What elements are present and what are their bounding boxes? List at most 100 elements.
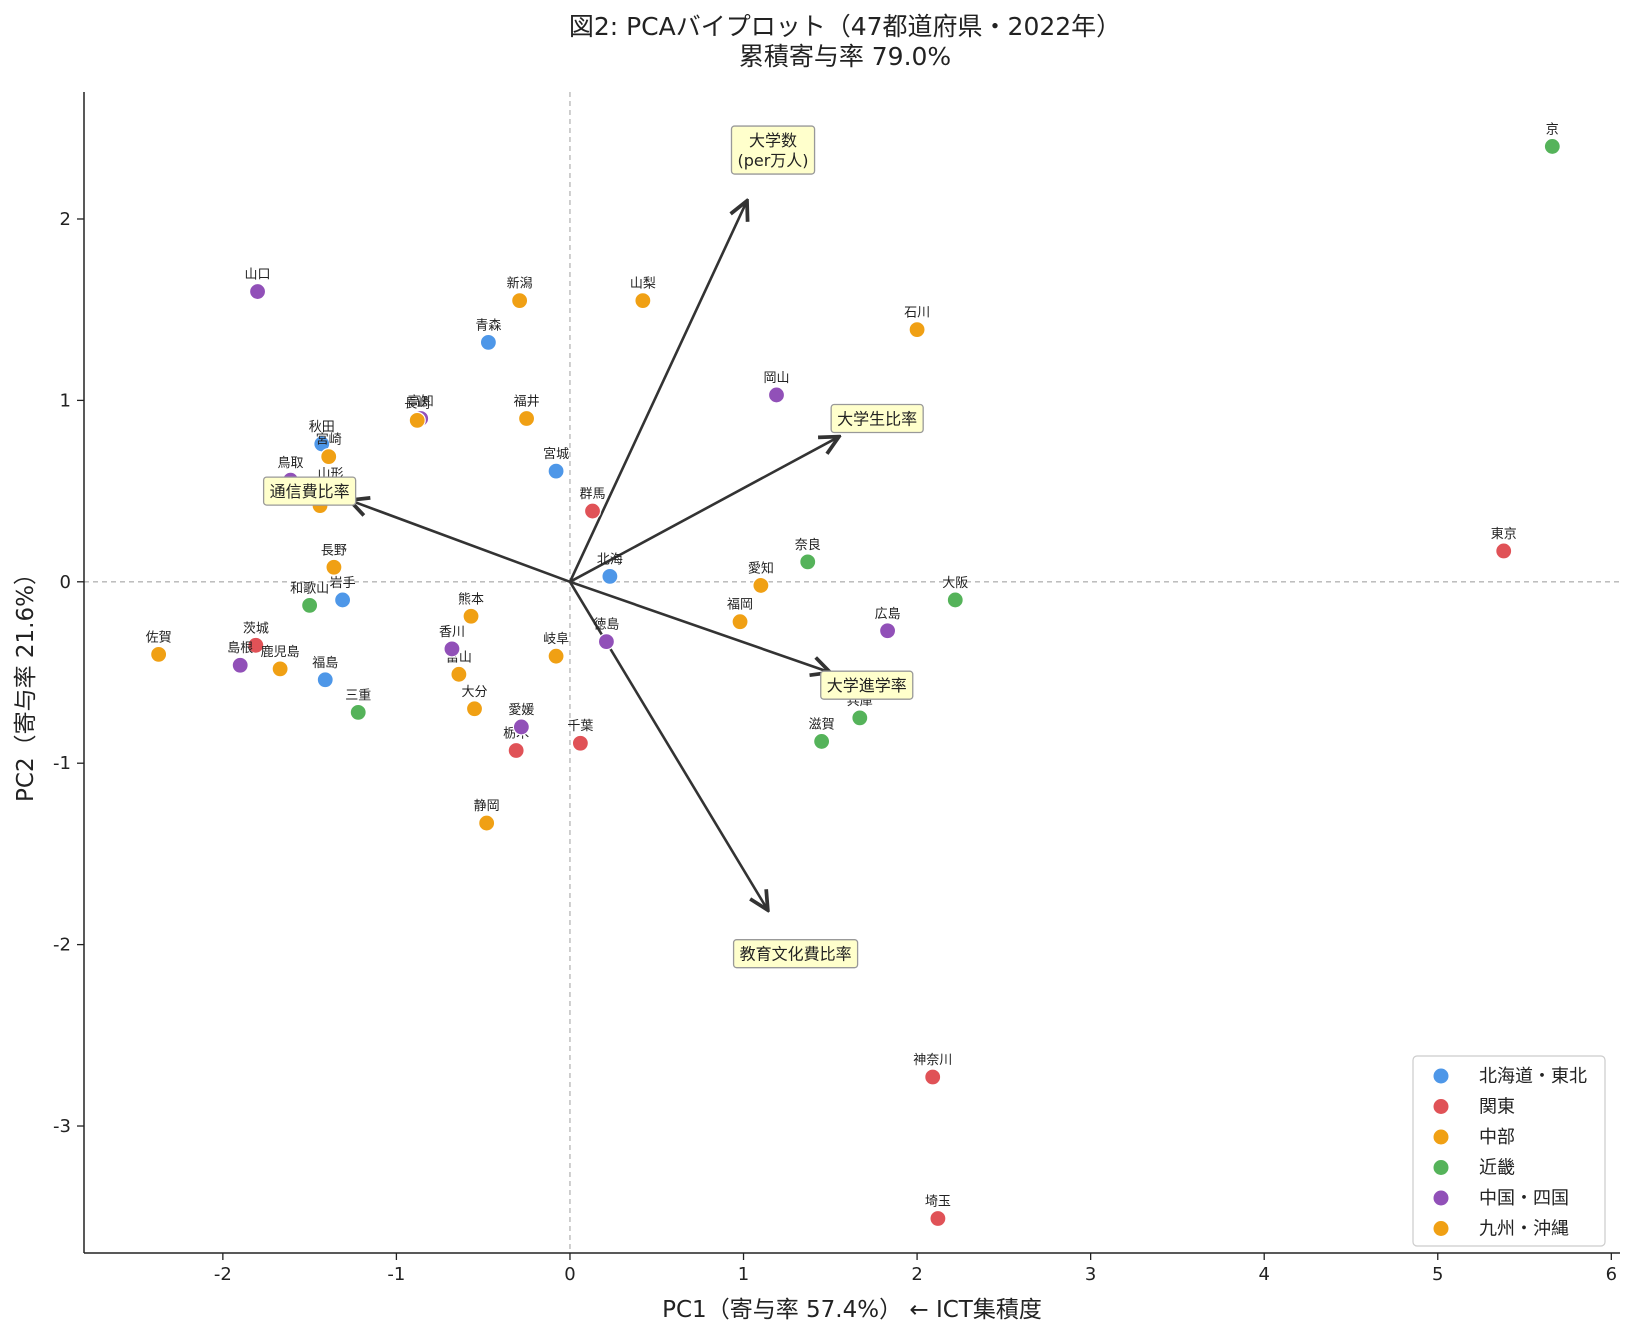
- legend-marker: [1432, 1189, 1450, 1207]
- loading-label: 大学数(per万人): [730, 125, 816, 175]
- data-point-label: 神奈川: [913, 1053, 952, 1068]
- data-point-label: 新潟: [507, 276, 533, 292]
- data-point-label: 山梨: [630, 277, 656, 292]
- data-point-label: 福島: [312, 656, 338, 671]
- data-point-label: 和歌山: [290, 581, 329, 596]
- legend-marker: [1432, 1098, 1450, 1115]
- data-point-label: 岐阜: [543, 631, 569, 647]
- data-point: [349, 703, 367, 722]
- data-point-label: 高知: [408, 394, 434, 410]
- x-tick-label: 1: [738, 1264, 749, 1285]
- data-point-label: 岡山: [763, 371, 789, 386]
- y-tick-label: -3: [53, 1116, 71, 1137]
- data-point: [517, 409, 536, 428]
- y-axis-label: PC2（寄与率 21.6%）: [13, 562, 39, 802]
- data-point-label: 秋田: [309, 420, 335, 435]
- loading-label-text: 大学生比率: [837, 410, 917, 429]
- loading-label-text: 大学進学率: [827, 676, 907, 695]
- data-point: [462, 607, 480, 625]
- data-point: [1543, 137, 1561, 156]
- data-point-label: 千葉: [567, 719, 593, 734]
- data-point: [507, 741, 525, 760]
- legend-entry: 関東: [1479, 1097, 1515, 1118]
- data-point: [465, 700, 484, 718]
- data-point: [813, 732, 831, 751]
- x-tick-label: 3: [1085, 1264, 1096, 1285]
- data-point-label: 埼玉: [925, 1195, 951, 1210]
- loading-label-text: 通信費比率: [270, 482, 350, 501]
- loading-label: 教育文化費比率: [732, 939, 859, 969]
- data-point-label: 福岡: [727, 598, 753, 613]
- data-point-label: 広島: [875, 607, 901, 622]
- data-point-label: 奈良: [795, 537, 821, 553]
- loading-vector: [568, 201, 747, 583]
- loading-vector: [569, 580, 830, 673]
- data-point-label: 東京: [1491, 526, 1517, 542]
- data-point-label: 徳島: [593, 618, 619, 633]
- data-point-label: 青森: [475, 318, 501, 333]
- y-tick-label: -1: [53, 753, 71, 774]
- data-point-label: 島根: [227, 641, 253, 656]
- chart-title-line2: 累積寄与率 79.0%: [739, 42, 951, 71]
- data-point-label: 鳥取: [278, 456, 304, 471]
- legend-entry: 近畿: [1479, 1158, 1515, 1179]
- x-tick-label: 0: [564, 1264, 575, 1285]
- x-tick-label: -2: [214, 1264, 232, 1285]
- legend-frame: [1412, 1055, 1606, 1247]
- y-tick-label: 0: [60, 572, 71, 593]
- legend-marker: [1432, 1128, 1450, 1146]
- data-point: [908, 321, 926, 339]
- data-point-label: 石川: [904, 306, 930, 321]
- data-point: [325, 558, 343, 576]
- data-point-label: 鹿児島: [261, 644, 300, 660]
- data-point: [767, 386, 786, 404]
- loading-label-text: (per万人): [737, 151, 808, 170]
- loading-label-box: [820, 670, 914, 700]
- loading-label-text: 大学数: [749, 131, 797, 150]
- data-point: [571, 734, 589, 752]
- data-point: [634, 292, 652, 310]
- chart-title-line1: 図2: PCAバイプロット（47都道府県・2022年）: [569, 12, 1121, 41]
- data-point: [443, 640, 461, 658]
- x-axis-label: PC1（寄与率 57.4%） ← ICT集積度: [662, 1297, 1042, 1323]
- data-point: [271, 660, 289, 678]
- x-tick-label: 5: [1432, 1264, 1443, 1285]
- data-point-label: 京: [1546, 122, 1559, 137]
- data-point: [597, 633, 616, 651]
- x-tick-label: 4: [1258, 1264, 1269, 1285]
- data-point: [547, 462, 565, 480]
- loading-label-box: [262, 476, 357, 506]
- loading-label: 大学進学率: [820, 670, 914, 700]
- data-point: [247, 636, 265, 654]
- data-point: [878, 622, 897, 640]
- loading-label: 通信費比率: [262, 476, 357, 506]
- data-point-label: 香川: [439, 625, 465, 640]
- data-point: [320, 448, 338, 466]
- data-point-label: 熊本: [458, 591, 484, 607]
- data-point-label: 滋賀: [809, 717, 835, 732]
- data-point-label: 山口: [245, 268, 271, 283]
- y-tick-label: -2: [53, 935, 71, 956]
- data-point-label: 佐賀: [146, 630, 172, 645]
- legend-entry: 九州・沖縄: [1479, 1219, 1569, 1240]
- data-point: [511, 292, 529, 310]
- data-point: [1495, 542, 1513, 560]
- data-point: [929, 1209, 947, 1228]
- data-point-label: 大阪: [942, 576, 968, 591]
- loading-label-box: [732, 939, 859, 969]
- data-point-label: 茨城: [243, 621, 269, 636]
- data-point-label: 長野: [321, 543, 347, 558]
- data-point-label: 三重: [345, 687, 371, 703]
- loading-label-box: [830, 403, 924, 434]
- loading-label-box: [730, 125, 816, 175]
- data-point: [408, 411, 426, 429]
- data-point: [248, 282, 267, 301]
- data-point: [231, 656, 249, 674]
- data-point-label: 宮城: [543, 446, 569, 462]
- y-tick-label: 1: [60, 390, 71, 411]
- legend-marker: [1432, 1067, 1450, 1085]
